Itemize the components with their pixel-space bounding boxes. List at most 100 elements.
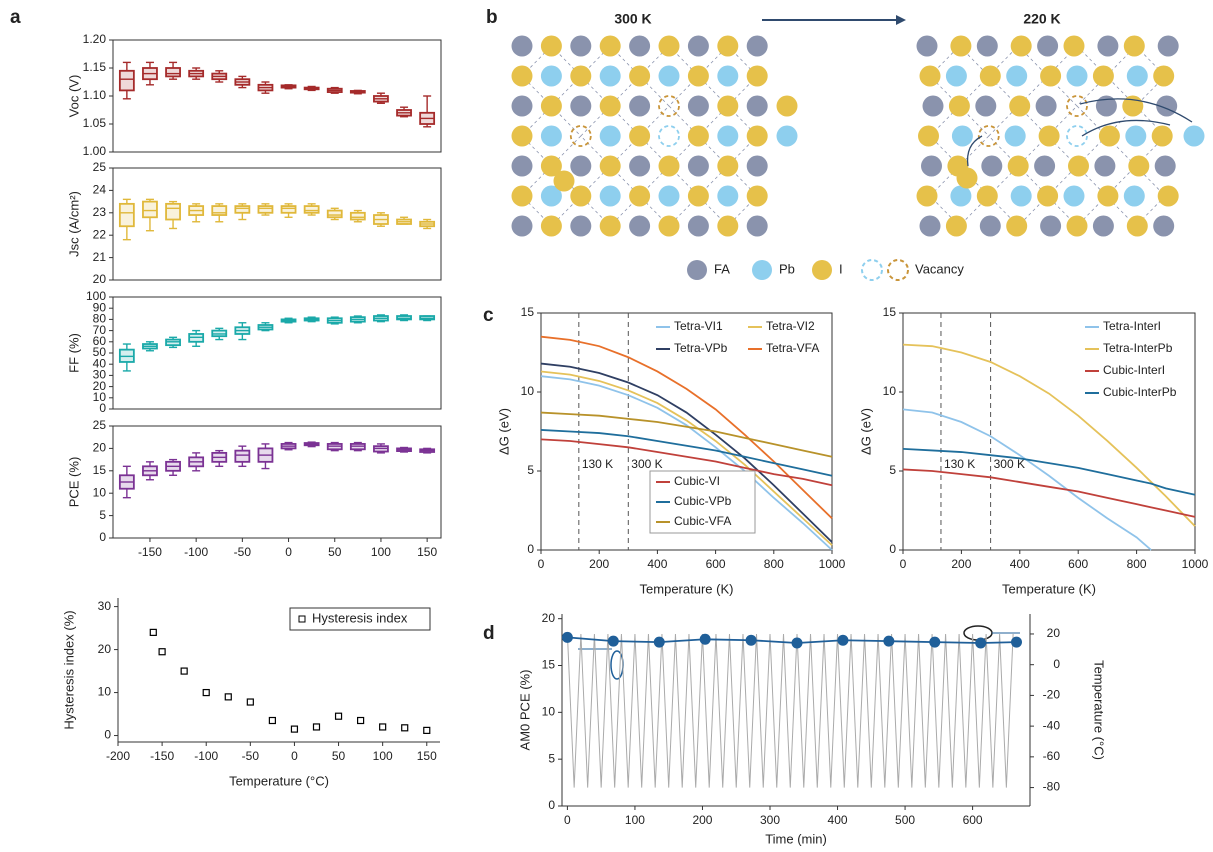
atom (659, 66, 680, 87)
y-tick-label: 1.10 (83, 88, 107, 102)
atom (747, 36, 768, 57)
atom (659, 156, 680, 177)
atom (600, 96, 621, 117)
y2-tick-label: 20 (1047, 626, 1061, 640)
atom (512, 156, 533, 177)
atom (541, 36, 562, 57)
annotation: 130 K (582, 457, 613, 471)
atom (975, 96, 996, 117)
box (235, 206, 249, 213)
point (402, 725, 408, 731)
atom (629, 186, 650, 207)
y-tick-label: 0 (99, 530, 106, 544)
atom (659, 36, 680, 57)
atom (946, 216, 967, 237)
atom (512, 36, 533, 57)
legend-symbol (812, 260, 832, 280)
y-tick-label: 15 (542, 658, 556, 672)
legend-label: Tetra-InterPb (1103, 341, 1173, 355)
atom (1067, 66, 1088, 87)
point (247, 699, 253, 705)
point (654, 637, 665, 648)
atom (1006, 66, 1027, 87)
x-tick-label: 400 (828, 813, 848, 827)
x-axis-title: Time (min) (765, 831, 827, 846)
y-tick-label: 23 (93, 205, 107, 219)
y-tick-label: 22 (93, 227, 107, 241)
plot-frame (113, 426, 441, 538)
legend-label: Tetra-VFA (766, 341, 819, 355)
box (258, 206, 272, 213)
x-tick-label: -100 (194, 749, 218, 763)
point (837, 635, 848, 646)
x-tick-label: 0 (285, 545, 292, 559)
atom (541, 126, 562, 147)
legend-label: Tetra-VPb (674, 341, 728, 355)
box (235, 451, 249, 462)
legend-label: Pb (779, 261, 795, 276)
y-tick-label: 25 (93, 418, 107, 432)
atom (1153, 216, 1174, 237)
point (700, 634, 711, 645)
box (143, 202, 157, 218)
atom (717, 36, 738, 57)
atom (629, 66, 650, 87)
y-tick-label: 20 (93, 272, 107, 286)
atom (917, 186, 938, 207)
x-tick-label: 0 (291, 749, 298, 763)
atom (747, 66, 768, 87)
y-tick-label: 1.20 (83, 32, 107, 46)
legend-label: Cubic-InterPb (1103, 385, 1177, 399)
y-axis-title: AM0 PCE (%) (517, 670, 532, 751)
atom (1094, 156, 1115, 177)
atom (1067, 216, 1088, 237)
atom (717, 126, 738, 147)
atom (977, 186, 998, 207)
atom (1093, 216, 1114, 237)
lattice (512, 36, 1205, 237)
atom (747, 216, 768, 237)
atom (541, 216, 562, 237)
legend-label: Cubic-VPb (674, 494, 732, 508)
atom (1064, 36, 1085, 57)
legend-label: Cubic-InterI (1103, 363, 1165, 377)
y-tick-label: 20 (93, 441, 107, 455)
box (282, 206, 296, 213)
atom (1040, 216, 1061, 237)
atom (717, 186, 738, 207)
y-tick-label: 10 (93, 485, 107, 499)
figure: a b c d 300 K 220 K FA Pb I Vacancy 1.00… (0, 0, 1213, 852)
atom (512, 66, 533, 87)
line (541, 413, 832, 457)
atom (688, 216, 709, 237)
x-axis-title: Temperature (°C) (229, 773, 329, 788)
atom (1127, 66, 1148, 87)
x-tick-label: 50 (328, 545, 342, 559)
legend-label: Tetra-VI1 (674, 319, 723, 333)
atom (1064, 186, 1085, 207)
atom (570, 186, 591, 207)
atom (747, 186, 768, 207)
box (305, 206, 319, 213)
atom (980, 216, 1001, 237)
atom (1097, 36, 1118, 57)
atom (1153, 66, 1174, 87)
point (336, 713, 342, 719)
atom (570, 96, 591, 117)
x-tick-label: 600 (963, 813, 983, 827)
atom (600, 66, 621, 87)
point (181, 668, 187, 674)
legend-label: Vacancy (915, 261, 964, 276)
y-tick-label: 5 (548, 751, 555, 765)
atom (1152, 126, 1173, 147)
atom (717, 156, 738, 177)
legend-label: Hysteresis index (312, 610, 408, 625)
x-tick-label: 150 (417, 749, 437, 763)
y2-tick-label: -20 (1043, 688, 1061, 702)
y-tick-label: 0 (104, 728, 111, 742)
box (351, 213, 365, 220)
atom (977, 36, 998, 57)
y2-axis-title: Temperature (°C) (1092, 660, 1107, 760)
atom (600, 126, 621, 147)
atom (946, 66, 967, 87)
